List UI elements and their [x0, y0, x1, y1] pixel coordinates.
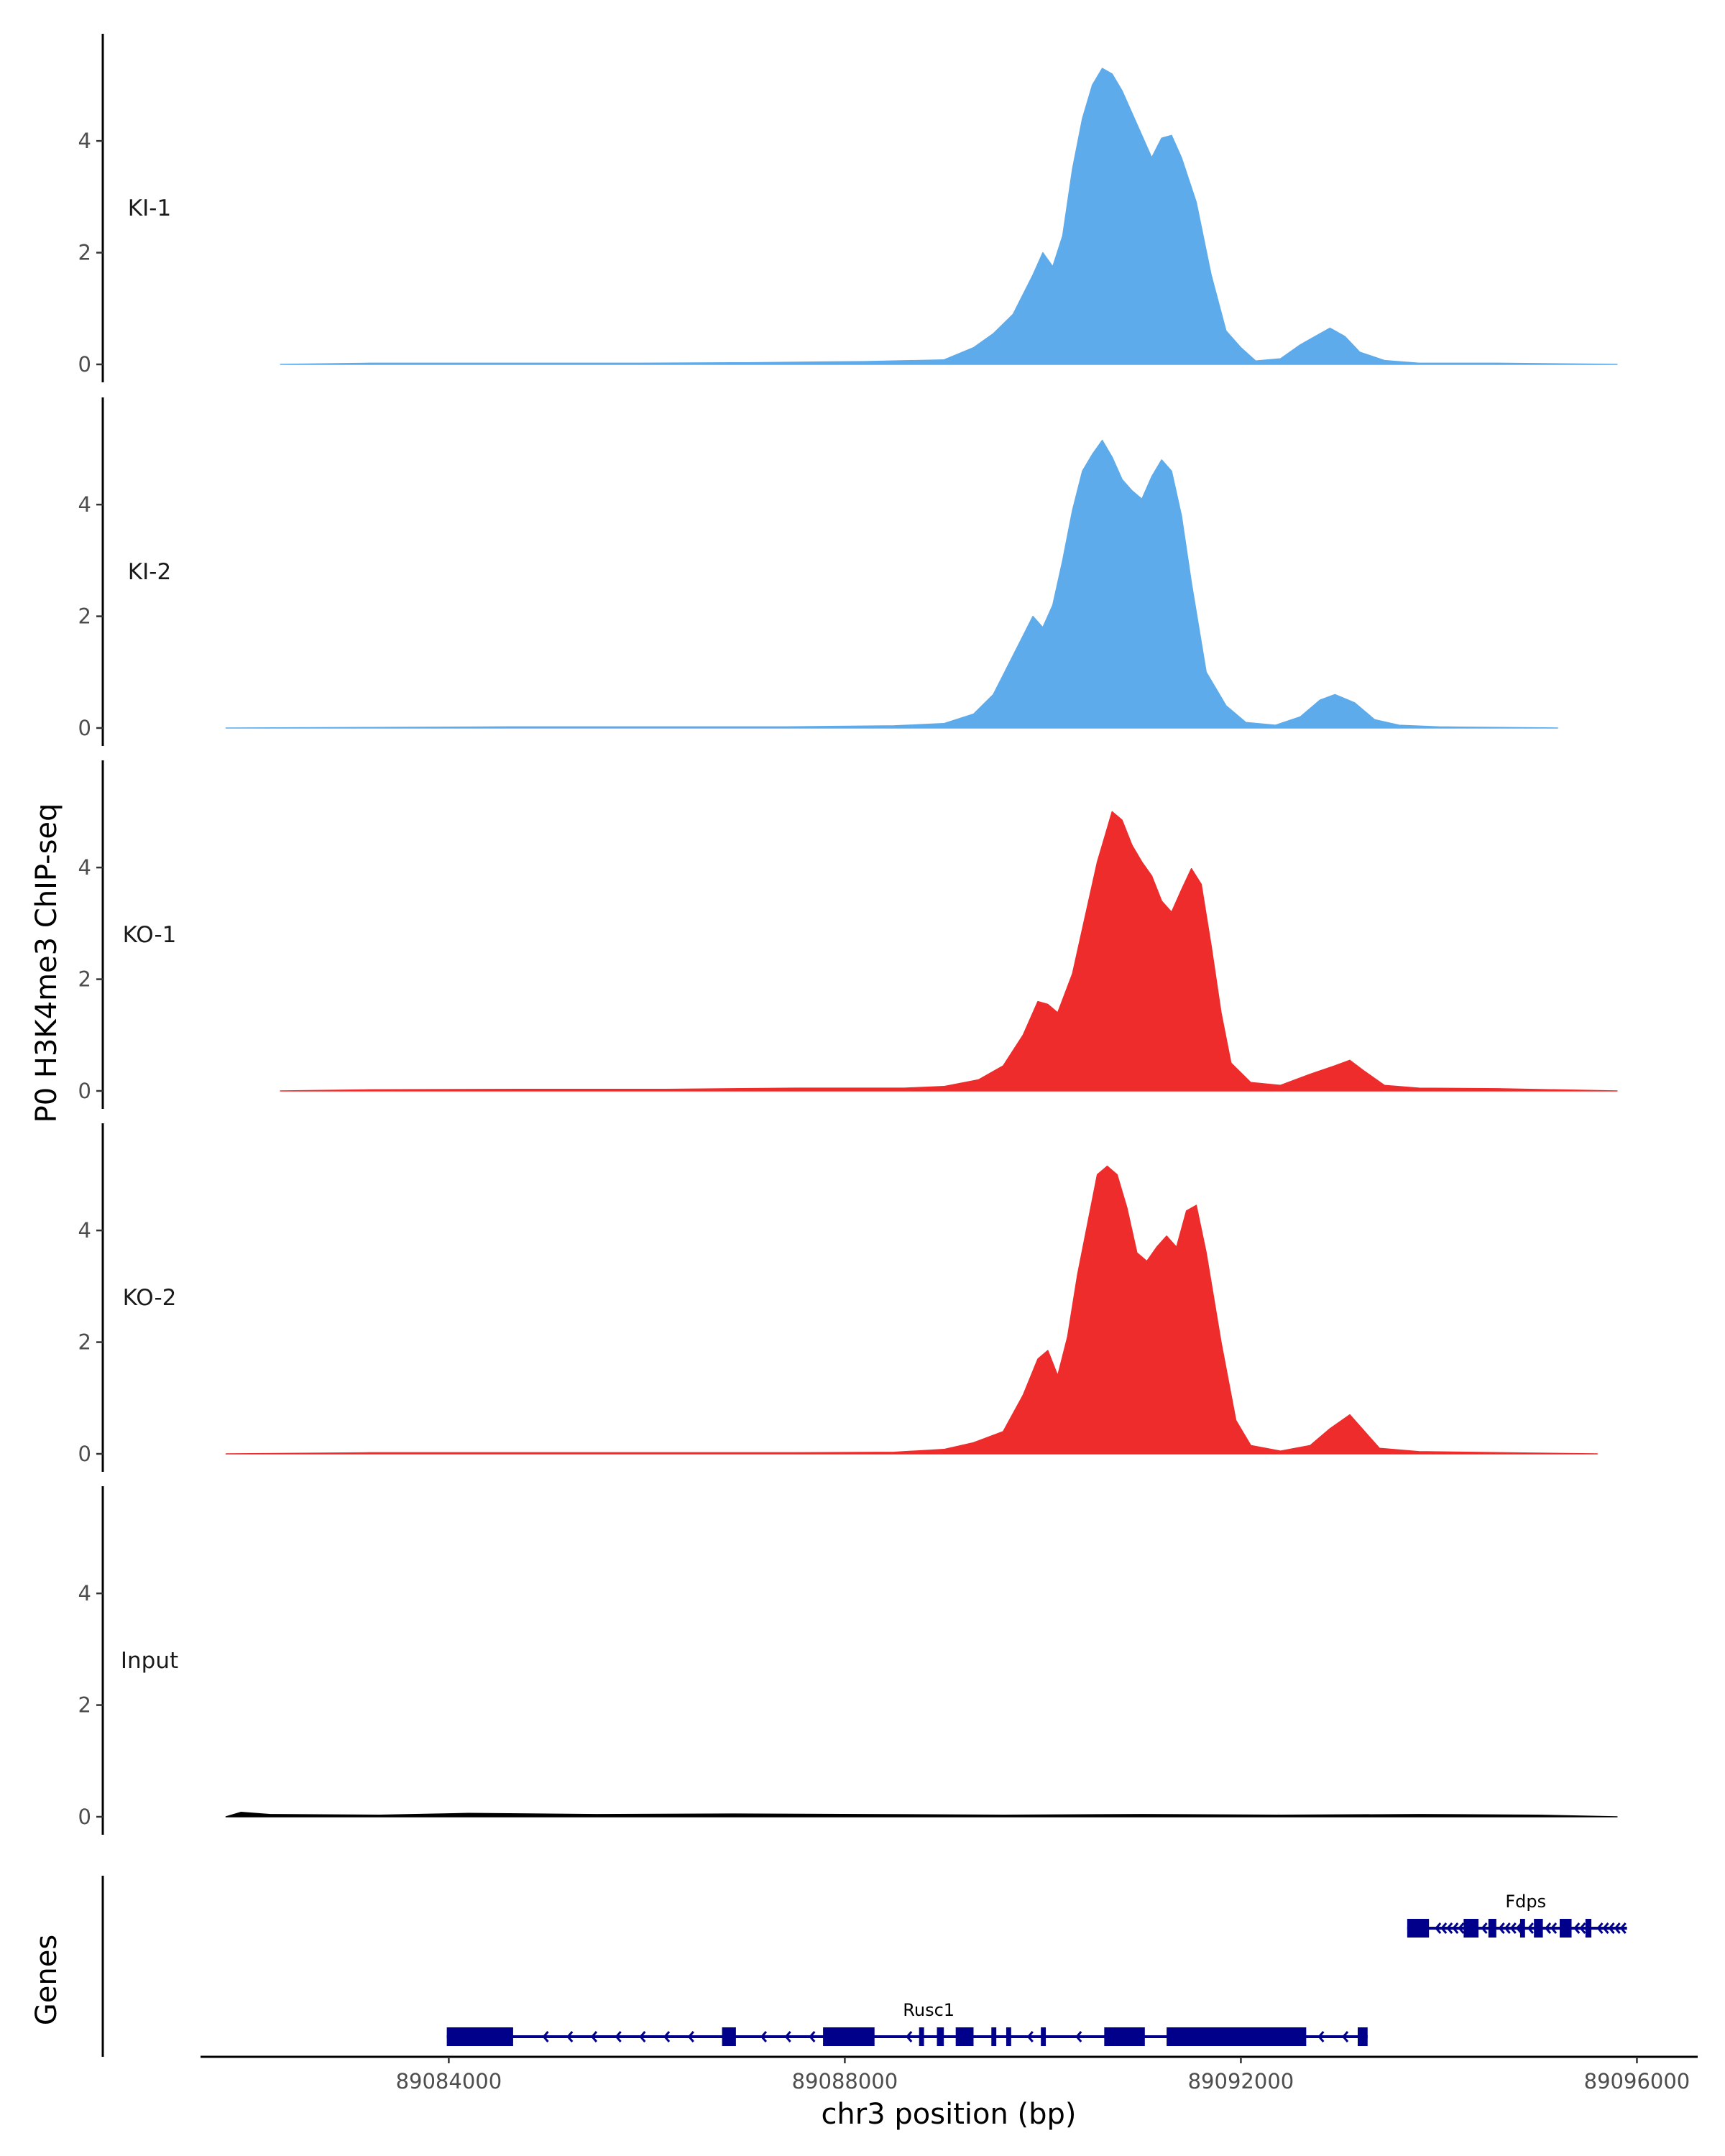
gene-exon	[1041, 2027, 1046, 2046]
strand-arrow	[1481, 1922, 1488, 1934]
strand-arrow	[1446, 1922, 1453, 1934]
track-label: Input	[121, 1648, 178, 1674]
strand-arrow	[542, 2031, 549, 2042]
track-label: KI-2	[128, 559, 171, 585]
y-tick-label: 4	[78, 492, 91, 517]
gene-exon	[1006, 2027, 1011, 2046]
x-tick-label: 89092000	[1188, 2069, 1294, 2093]
y-tick-label: 2	[78, 1693, 91, 1718]
y-tick-label: 0	[78, 1079, 91, 1103]
gene-exon	[1534, 1919, 1543, 1938]
gene-exon	[823, 2027, 875, 2046]
strand-arrow	[1550, 1922, 1558, 1934]
strand-arrow	[1608, 1922, 1615, 1934]
genes-axis-title: Genes	[30, 1935, 63, 2025]
strand-arrow	[1504, 1922, 1511, 1934]
y-tick-label: 4	[78, 1581, 91, 1606]
gene-track: Rusc1 Fdps	[101, 1876, 1627, 2057]
coverage-area	[225, 1165, 1598, 1455]
y-tick-label: 4	[78, 1218, 91, 1243]
track-panel: 0 2 4 KI-2	[78, 397, 1558, 746]
gene-exon	[1357, 2027, 1368, 2046]
strand-arrow	[1602, 1922, 1609, 1934]
gene-model: Fdps	[1407, 1892, 1627, 1938]
strand-arrow	[1527, 1922, 1534, 1934]
strand-arrow	[1545, 1922, 1552, 1934]
x-tick-label: 89084000	[396, 2069, 502, 2093]
track-panel: 0 2 4 KI-1	[78, 34, 1618, 382]
gene-exon	[955, 2027, 974, 2046]
y-tick-label: 0	[78, 1442, 91, 1466]
strand-arrow	[1579, 1922, 1586, 1934]
coverage-area	[280, 68, 1618, 365]
y-tick-label: 2	[78, 1330, 91, 1355]
gene-exon	[1463, 1919, 1479, 1938]
gene-exon	[919, 2027, 924, 2046]
track-panel: 0 2 4 KO-1	[78, 760, 1618, 1109]
gene-exon	[1407, 1919, 1430, 1938]
y-tick-label: 4	[78, 855, 91, 880]
gene-model: Rusc1	[446, 2000, 1368, 2046]
strand-arrow	[639, 2031, 646, 2042]
y-tick-label: 2	[78, 967, 91, 992]
y-axis-title: P0 H3K4me3 ChIP-seq	[30, 803, 63, 1123]
y-tick-label: 4	[78, 129, 91, 153]
gene-exon	[1585, 1919, 1592, 1938]
gene-exon	[1519, 1919, 1525, 1938]
strand-arrow	[809, 2031, 816, 2042]
track-panel: 0 2 4 KO-2	[78, 1123, 1598, 1472]
gene-exon	[1104, 2027, 1145, 2046]
y-tick-label: 2	[78, 604, 91, 629]
strand-arrow	[590, 2031, 598, 2042]
strand-arrow	[1619, 1922, 1627, 1934]
coverage-area	[280, 811, 1618, 1092]
y-tick-label: 0	[78, 716, 91, 740]
strand-arrow	[1435, 1922, 1442, 1934]
strand-arrow	[1075, 2031, 1082, 2042]
strand-arrow	[1498, 1922, 1505, 1934]
y-tick-label: 0	[78, 1805, 91, 1829]
coverage-area	[225, 1812, 1618, 1818]
track-label: KI-1	[128, 195, 171, 221]
gene-exon	[446, 2027, 513, 2046]
gene-name-label: Rusc1	[903, 2000, 954, 2020]
strand-arrow	[566, 2031, 574, 2042]
y-tick-label: 2	[78, 241, 91, 265]
x-axis-title: chr3 position (bp)	[821, 2098, 1076, 2131]
gene-exon	[991, 2027, 997, 2046]
strand-arrow	[906, 2031, 913, 2042]
gene-name-label: Fdps	[1505, 1892, 1546, 1912]
strand-arrow	[1342, 2031, 1349, 2042]
strand-arrow	[1317, 2031, 1325, 2042]
gene-exon	[1560, 1919, 1572, 1938]
track-label: KO-2	[123, 1285, 177, 1311]
strand-arrow	[615, 2031, 622, 2042]
gene-exon	[1167, 2027, 1307, 2046]
track-panel: 0 2 4 Input	[78, 1486, 1618, 1835]
strand-arrow	[687, 2031, 694, 2042]
strand-arrow	[1440, 1922, 1448, 1934]
strand-arrow	[1026, 2031, 1034, 2042]
strand-arrow	[784, 2031, 791, 2042]
strand-arrow	[1614, 1922, 1621, 1934]
x-axis: 89084000 89088000 89092000 89096000	[201, 2055, 1698, 2093]
strand-arrow	[1573, 1922, 1581, 1934]
x-tick-label: 89088000	[792, 2069, 898, 2093]
track-label: KO-1	[123, 922, 177, 948]
strand-arrow	[760, 2031, 768, 2042]
coverage-area	[225, 439, 1558, 729]
coverage-tracks: 0 2 4 KI-1 0 2 4 KI-2 0 2 4 KO-1 0 2 4 KO-2 0 2 4 Input	[78, 34, 1618, 1835]
strand-arrow	[1509, 1922, 1517, 1934]
strand-arrow	[663, 2031, 671, 2042]
y-tick-label: 0	[78, 352, 91, 377]
gene-exon	[722, 2027, 736, 2046]
strand-arrow	[1452, 1922, 1459, 1934]
x-tick-label: 89096000	[1584, 2069, 1690, 2093]
strand-arrow	[1596, 1922, 1604, 1934]
gene-exon	[937, 2027, 944, 2046]
strand-arrow	[1458, 1922, 1465, 1934]
gene-exon	[1488, 1919, 1496, 1938]
strand-arrow	[1515, 1922, 1522, 1934]
